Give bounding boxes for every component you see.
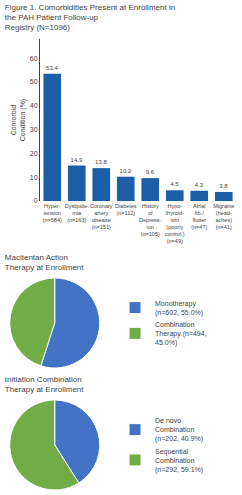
svg-text:53.4: 53.4: [46, 65, 58, 71]
svg-text:14.9: 14.9: [71, 157, 83, 163]
svg-text:Macitentan ActionTherapy at En: Macitentan ActionTherapy at Enrollment: [5, 253, 84, 272]
svg-text:Figure 1. Comorbidities Presen: Figure 1. Comorbidities Present at Enrol…: [5, 3, 175, 33]
svg-text:Hypo-thyroid-ism(poorlycontrol: Hypo-thyroid-ism(poorlycontrol.)(n=49): [165, 203, 185, 245]
svg-text:Migraine(head-aches)(n=41): Migraine(head-aches)(n=41): [213, 203, 234, 230]
svg-text:Diabetes(n=112): Diabetes(n=112): [115, 203, 137, 216]
svg-text:30: 30: [30, 126, 38, 133]
svg-text:60: 60: [30, 55, 38, 62]
svg-text:40: 40: [30, 102, 38, 109]
svg-text:Monotherapy(n=602, 55.0%): Monotherapy(n=602, 55.0%): [155, 300, 203, 317]
svg-text:20: 20: [30, 150, 38, 157]
svg-text:Hyper-tension(n=584): Hyper-tension(n=584): [43, 203, 62, 223]
svg-text:13.8: 13.8: [95, 159, 107, 165]
svg-text:CombinationTherapy (n=494,45.0: CombinationTherapy (n=494,45.0%): [155, 321, 207, 347]
svg-text:Atrialfib./flutter(n=47): Atrialfib./flutter(n=47): [191, 203, 207, 230]
svg-text:10.2: 10.2: [120, 168, 132, 174]
svg-text:Dyslipide-mia(n=163): Dyslipide-mia(n=163): [65, 203, 89, 223]
svg-text:4.5: 4.5: [170, 181, 179, 187]
svg-text:Initiation CombinationTherapy: Initiation CombinationTherapy at Enrollm…: [5, 375, 84, 394]
svg-text:Coronaryarterydisease(n=151): Coronaryarterydisease(n=151): [90, 203, 113, 230]
svg-text:De novoCombination(n=202, 40.9: De novoCombination(n=202, 40.9%): [155, 417, 203, 443]
svg-text:50: 50: [30, 78, 38, 85]
svg-text:9.6: 9.6: [146, 169, 155, 175]
svg-text:4.3: 4.3: [195, 182, 204, 188]
svg-text:ComorbidCondition (%): ComorbidCondition (%): [10, 99, 27, 141]
svg-text:0: 0: [34, 197, 38, 204]
svg-text:10: 10: [30, 174, 38, 181]
svg-text:HistoryofDepress-ion(n=105): HistoryofDepress-ion(n=105): [139, 203, 161, 238]
svg-text:3.8: 3.8: [219, 183, 228, 189]
svg-text:SequentialCombination(n=292, 5: SequentialCombination(n=292, 59.1%): [155, 448, 203, 474]
